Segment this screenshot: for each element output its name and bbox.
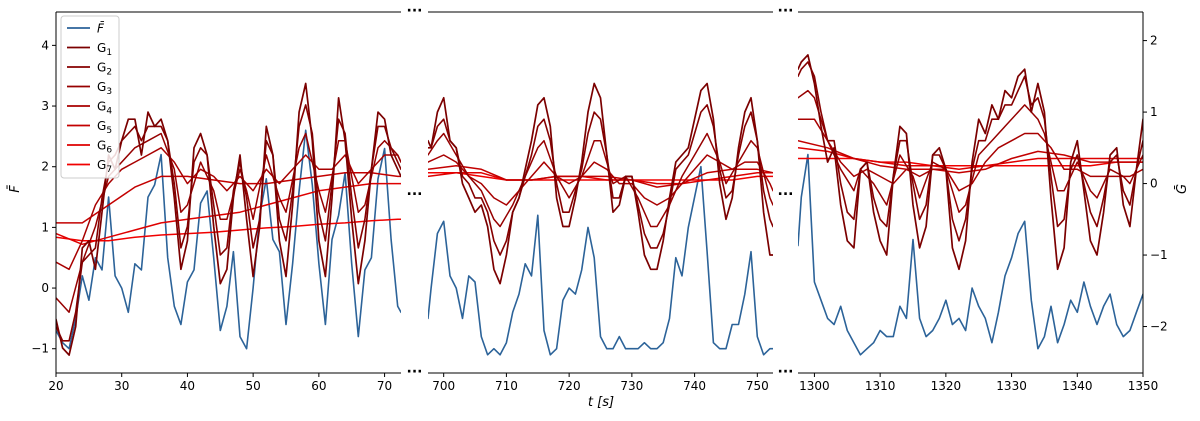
x-tick-label: 730 [620, 379, 643, 393]
legend-label: F̄ [97, 21, 105, 35]
x-tick-label: 1340 [1062, 379, 1093, 393]
x-tick-label: 1350 [1128, 379, 1159, 393]
y-tick-label-right: −1 [1150, 248, 1168, 262]
x-tick-label: 720 [558, 379, 581, 393]
legend-label-subscript: 5 [106, 126, 112, 136]
legend-label-subscript: 2 [106, 68, 112, 78]
y-tick-label-right: 1 [1150, 105, 1158, 119]
y-axis-label-left: F̄ [8, 185, 23, 193]
x-axis-label: t [s] [588, 395, 614, 410]
y-tick-label-right: 0 [1150, 177, 1158, 191]
axis-break-marker: ··· [407, 3, 423, 19]
series-f-line-panel-2 [428, 165, 773, 356]
x-tick-label: 1300 [799, 379, 830, 393]
series-g5-line-panel-1 [56, 172, 401, 224]
series-g1-line-panel-2 [428, 82, 773, 285]
legend-label-subscript: 1 [106, 48, 112, 58]
axis-break-marker: ··· [407, 187, 423, 203]
legend-label-subscript: 6 [106, 146, 112, 156]
series-g7-line-panel-1 [56, 218, 401, 242]
axis-break-marker: ··· [778, 187, 794, 203]
x-tick-label: 710 [495, 379, 518, 393]
y-tick-label-left: 1 [41, 220, 49, 234]
series-g3-line-panel-3 [798, 89, 1143, 213]
y-tick-label-left: −1 [31, 342, 49, 356]
x-tick-label: 750 [746, 379, 769, 393]
series-g5-line-panel-2 [428, 164, 773, 188]
series-g6-line-panel-1 [56, 182, 401, 246]
series-g1-line-panel-3 [798, 54, 1143, 271]
panel-2-plot [428, 82, 773, 356]
x-tick-label: 20 [48, 379, 63, 393]
legend-label-subscript: 7 [106, 165, 112, 175]
x-tick-label: 40 [180, 379, 195, 393]
x-tick-label: 50 [246, 379, 261, 393]
axes-layer: 20 30 40 50 60 70 700 710 720 730 740 750 1300 1310 13… [31, 3, 1167, 393]
x-tick-label: 60 [311, 379, 326, 393]
x-tick-label: 30 [114, 379, 129, 393]
y-tick-label-left: 0 [41, 281, 49, 295]
x-tick-label: 700 [432, 379, 455, 393]
series-f-line-panel-1 [56, 129, 401, 350]
series-g3-line-panel-2 [428, 132, 773, 228]
axis-break-marker: ··· [778, 3, 794, 19]
legend-label-subscript: 4 [106, 107, 112, 117]
x-tick-label: 1330 [996, 379, 1027, 393]
y-tick-label-left: 4 [41, 38, 49, 52]
axis-break-marker: ··· [407, 364, 423, 380]
x-tick-label: 1320 [931, 379, 962, 393]
legend-frame [60, 15, 120, 179]
series-g4-line-panel-2 [428, 154, 773, 206]
x-tick-label: 740 [683, 379, 706, 393]
series-f-line-panel-3 [798, 153, 1143, 356]
legend-label-subscript: 3 [106, 87, 112, 97]
y-tick-label-right: 2 [1150, 34, 1158, 48]
axis-break-marker: ··· [778, 364, 794, 380]
y-tick-label-left: 3 [41, 99, 49, 113]
x-tick-label: 1310 [865, 379, 896, 393]
x-tick-label: 70 [377, 379, 392, 393]
y-tick-label-left: 2 [41, 160, 49, 174]
y-axis-label-right: Ḡ [1175, 184, 1190, 194]
panel-3-plot [798, 54, 1143, 356]
y-tick-label-right: −2 [1150, 320, 1168, 334]
